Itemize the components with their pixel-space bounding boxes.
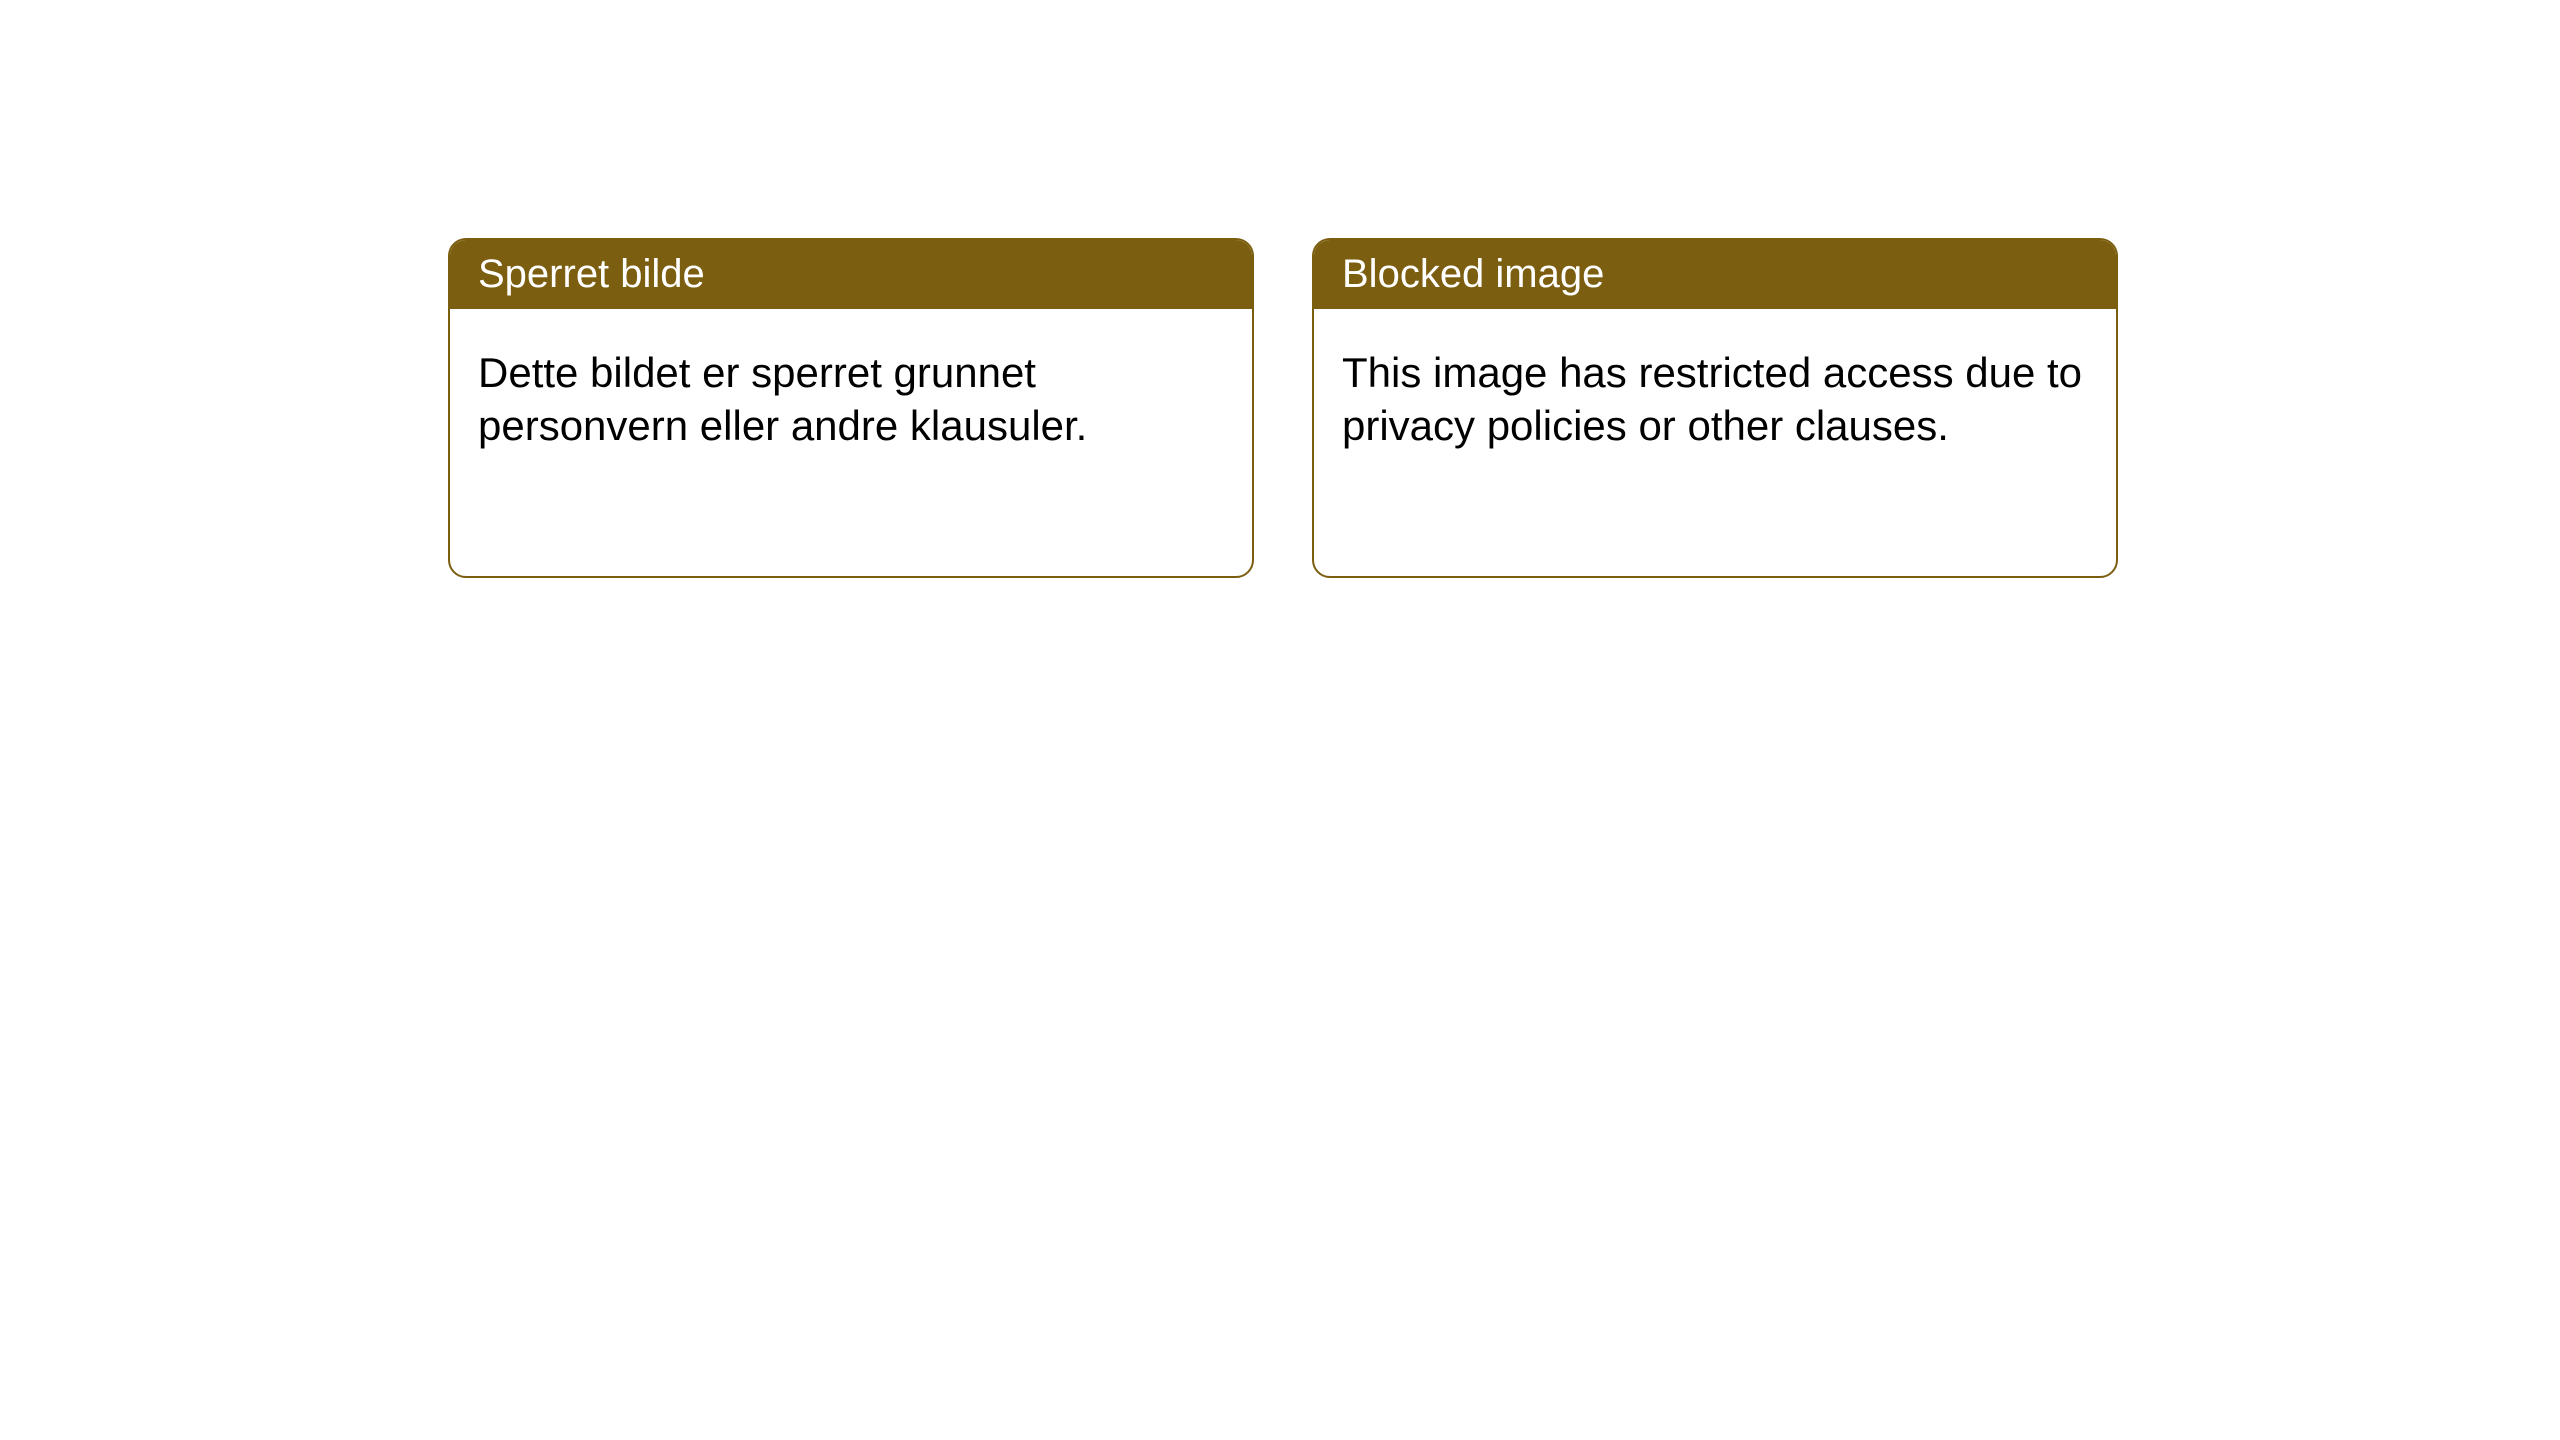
notice-cards-container: Sperret bilde Dette bildet er sperret gr… — [448, 238, 2118, 578]
blocked-image-card-en: Blocked image This image has restricted … — [1312, 238, 2118, 578]
card-body-en: This image has restricted access due to … — [1314, 309, 2116, 490]
card-body-no: Dette bildet er sperret grunnet personve… — [450, 309, 1252, 490]
blocked-image-card-no: Sperret bilde Dette bildet er sperret gr… — [448, 238, 1254, 578]
card-title-no: Sperret bilde — [450, 240, 1252, 309]
card-title-en: Blocked image — [1314, 240, 2116, 309]
